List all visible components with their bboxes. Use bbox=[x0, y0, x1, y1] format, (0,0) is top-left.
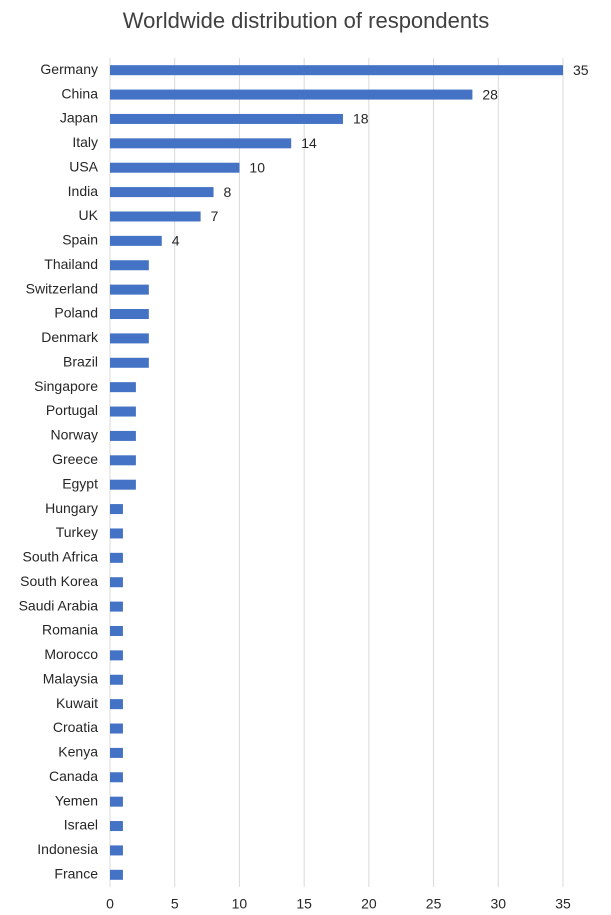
y-tick-label: USA bbox=[69, 158, 98, 174]
bar bbox=[110, 430, 136, 441]
y-tick-label: Egypt bbox=[62, 475, 98, 491]
y-tick-label: South Africa bbox=[23, 549, 99, 565]
y-tick-label: Saudi Arabia bbox=[19, 597, 99, 613]
bar bbox=[110, 406, 136, 417]
bar bbox=[110, 699, 123, 710]
x-tick-label: 0 bbox=[106, 896, 114, 912]
y-tick-label: Norway bbox=[51, 427, 98, 443]
bar bbox=[110, 650, 123, 661]
y-tick-label: Hungary bbox=[45, 500, 98, 516]
y-tick-label: Canada bbox=[49, 768, 98, 784]
y-tick-label: Switzerland bbox=[26, 280, 98, 296]
bar bbox=[110, 284, 149, 295]
bar bbox=[110, 504, 123, 515]
x-tick-label: 35 bbox=[555, 896, 571, 912]
y-tick-label: Italy bbox=[72, 134, 98, 150]
bar bbox=[110, 869, 123, 880]
y-tick-label: Kuwait bbox=[56, 695, 98, 711]
y-tick-label: Romania bbox=[42, 622, 98, 638]
y-tick-label: UK bbox=[79, 207, 99, 223]
y-tick-label: Malaysia bbox=[43, 670, 98, 686]
y-tick-label: Denmark bbox=[41, 329, 99, 345]
x-tick-label: 30 bbox=[490, 896, 506, 912]
bar bbox=[110, 772, 123, 783]
bar bbox=[110, 65, 563, 76]
y-tick-label: Israel bbox=[64, 817, 98, 833]
x-tick-label: 15 bbox=[296, 896, 312, 912]
bar bbox=[110, 333, 149, 344]
bar bbox=[110, 528, 123, 539]
data-label: 18 bbox=[353, 111, 369, 127]
y-tick-label: Thailand bbox=[44, 256, 98, 272]
bar bbox=[110, 211, 201, 222]
y-tick-label: Poland bbox=[54, 305, 98, 321]
bar bbox=[110, 260, 149, 271]
y-tick-label: Portugal bbox=[46, 402, 98, 418]
bar bbox=[110, 382, 136, 393]
data-label: 28 bbox=[482, 86, 498, 102]
bar bbox=[110, 821, 123, 832]
y-tick-label: Germany bbox=[40, 61, 98, 77]
x-tick-label: 10 bbox=[232, 896, 248, 912]
bar bbox=[110, 845, 123, 856]
y-tick-label: Greece bbox=[52, 451, 98, 467]
y-tick-label: Morocco bbox=[44, 646, 98, 662]
x-tick-label: 25 bbox=[426, 896, 442, 912]
data-label: 8 bbox=[224, 184, 232, 200]
bar bbox=[110, 601, 123, 612]
bar bbox=[110, 113, 343, 124]
y-tick-label: Kenya bbox=[58, 744, 98, 760]
bar bbox=[110, 723, 123, 734]
bar bbox=[110, 674, 123, 685]
bar bbox=[110, 187, 214, 198]
bar bbox=[110, 235, 162, 246]
x-tick-label: 5 bbox=[171, 896, 179, 912]
y-tick-label: Indonesia bbox=[37, 841, 98, 857]
y-tick-label: Brazil bbox=[63, 353, 98, 369]
bar bbox=[110, 577, 123, 588]
y-tick-label: Spain bbox=[62, 232, 98, 248]
bar bbox=[110, 747, 123, 758]
bar bbox=[110, 309, 149, 320]
chart-title: Worldwide distribution of respondents bbox=[123, 8, 489, 33]
data-label: 4 bbox=[172, 233, 180, 249]
y-tick-label: Singapore bbox=[34, 378, 98, 394]
y-tick-label: France bbox=[54, 866, 98, 882]
y-tick-label: Yemen bbox=[55, 792, 98, 808]
bar bbox=[110, 89, 473, 100]
bar bbox=[110, 625, 123, 636]
y-tick-label: India bbox=[68, 183, 99, 199]
y-tick-label: Japan bbox=[60, 110, 98, 126]
data-label: 35 bbox=[573, 62, 589, 78]
x-tick-label: 20 bbox=[361, 896, 377, 912]
bar bbox=[110, 455, 136, 466]
y-tick-label: China bbox=[61, 85, 98, 101]
y-tick-label: South Korea bbox=[20, 573, 98, 589]
data-label: 7 bbox=[211, 208, 219, 224]
bar bbox=[110, 162, 240, 173]
bar bbox=[110, 552, 123, 563]
data-label: 10 bbox=[249, 159, 265, 175]
data-label: 14 bbox=[301, 135, 317, 151]
y-tick-label: Croatia bbox=[53, 719, 98, 735]
bar bbox=[110, 796, 123, 807]
bar bbox=[110, 357, 149, 368]
bar bbox=[110, 479, 136, 490]
y-tick-label: Turkey bbox=[56, 524, 98, 540]
bar bbox=[110, 138, 292, 149]
